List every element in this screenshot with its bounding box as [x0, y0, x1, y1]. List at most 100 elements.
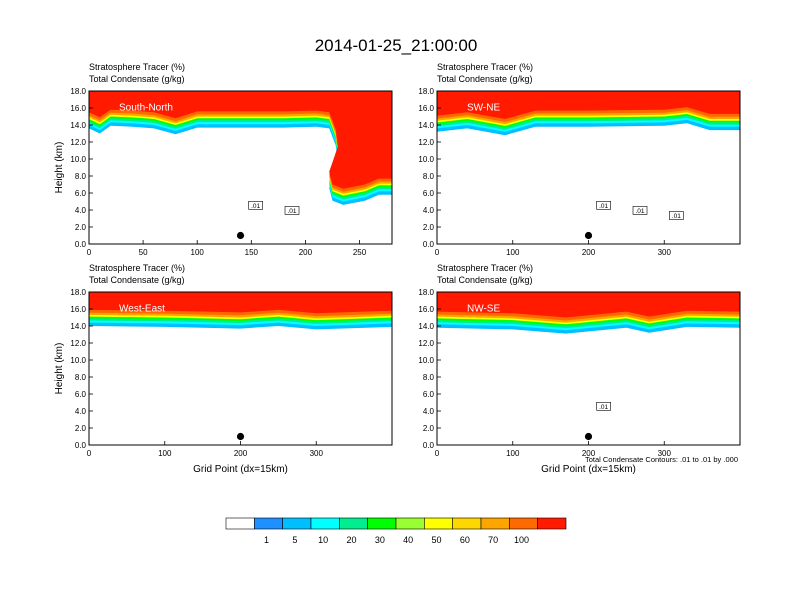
- x-tick-label: 200: [582, 248, 596, 257]
- colorbar-label: 20: [346, 535, 356, 545]
- panel-label: SW-NE: [467, 103, 500, 114]
- contour-label: .01: [672, 213, 681, 220]
- main-title: 2014-01-25_21:00:00: [315, 36, 478, 55]
- tracer-band: [89, 292, 392, 314]
- contour-label: .01: [599, 203, 608, 210]
- colorbar-label: 60: [460, 535, 470, 545]
- contour-label-box: [632, 206, 648, 215]
- y-tick-label: 4.0: [75, 206, 87, 215]
- y-axis-label: Height (km): [54, 142, 65, 194]
- y-tick-label: 14.0: [70, 121, 86, 130]
- panel-3: West-East Stratosphere Tracer (%) Total Co…: [54, 263, 393, 475]
- y-tick-label: 16.0: [70, 305, 86, 314]
- colorbar-swatch: [225, 517, 255, 530]
- colorbar-swatch: [339, 517, 368, 530]
- y-tick-label: 14.0: [70, 322, 86, 331]
- y-tick-label: 4.0: [423, 206, 435, 215]
- y-tick-label: 8.0: [75, 373, 87, 382]
- x-tick-label: 200: [299, 248, 313, 257]
- y-tick-label: 0.0: [75, 240, 87, 249]
- y-tick-label: 10.0: [418, 155, 434, 164]
- x-tick-label: 100: [191, 248, 205, 257]
- contour-label-box: [596, 201, 611, 210]
- colorbar-swatch: [537, 517, 567, 530]
- x-axis-label: Grid Point (dx=15km): [541, 464, 636, 475]
- colorbar-swatch: [509, 517, 538, 530]
- x-tick-label: 200: [234, 449, 248, 458]
- colorbar-label: 70: [488, 535, 498, 545]
- panel-label: South-North: [119, 103, 173, 114]
- tracer-band: [437, 91, 740, 119]
- location-marker: [584, 432, 593, 441]
- y-tick-label: 12.0: [418, 339, 434, 348]
- contour-label: .01: [635, 208, 644, 215]
- colorbar-swatch: [367, 517, 397, 530]
- y-axis-label: Height (km): [54, 343, 65, 395]
- y-tick-label: 6.0: [423, 189, 435, 198]
- colorbar-label: 10: [318, 535, 328, 545]
- y-tick-label: 6.0: [75, 390, 87, 399]
- x-tick-label: 200: [582, 449, 596, 458]
- y-tick-label: 4.0: [423, 407, 435, 416]
- location-marker: [236, 432, 245, 441]
- y-tick-label: 2.0: [423, 223, 435, 232]
- colorbar-label: 30: [375, 535, 385, 545]
- panel-label: West-East: [119, 304, 165, 315]
- plot-area: SW-NE .01 .01 .01: [437, 91, 740, 244]
- colorbar-label: 5: [292, 535, 297, 545]
- y-tick-label: 0.0: [423, 441, 435, 450]
- plot-area: South-North .01 .01: [89, 91, 392, 244]
- y-tick-label: 14.0: [418, 121, 434, 130]
- x-tick-label: 300: [658, 449, 672, 458]
- y-tick-label: 10.0: [418, 356, 434, 365]
- contour-label-box: [248, 201, 263, 210]
- tracer-band: [437, 292, 740, 318]
- x-tick-label: 0: [435, 248, 440, 257]
- y-tick-label: 6.0: [423, 390, 435, 399]
- location-marker: [236, 231, 245, 240]
- x-tick-label: 100: [158, 449, 172, 458]
- header-line-2: Total Condensate (g/kg): [437, 74, 533, 84]
- y-tick-label: 8.0: [423, 373, 435, 382]
- y-tick-label: 10.0: [70, 356, 86, 365]
- x-tick-label: 300: [310, 449, 324, 458]
- y-tick-label: 2.0: [423, 424, 435, 433]
- y-tick-label: 0.0: [75, 441, 87, 450]
- colorbar-swatch: [452, 517, 482, 530]
- contour-note: Total Condensate Contours: .01 to .01 by…: [585, 455, 738, 464]
- panel-2: SW-NE .01 .01 .01 Stratosphere Tracer (%) Tot…: [418, 62, 741, 257]
- y-tick-label: 16.0: [418, 104, 434, 113]
- panel-4: NW-SE .01 Stratosphere Tracer (%) Total Con…: [418, 263, 741, 475]
- x-tick-label: 0: [87, 248, 92, 257]
- x-tick-label: 100: [506, 449, 520, 458]
- colorbar-label: 1: [264, 535, 269, 545]
- y-tick-label: 4.0: [75, 407, 87, 416]
- y-tick-label: 16.0: [418, 305, 434, 314]
- header-line-2: Total Condensate (g/kg): [89, 275, 185, 285]
- colorbar-label: 40: [403, 535, 413, 545]
- colorbar-label: 100: [514, 535, 529, 545]
- y-tick-label: 8.0: [75, 172, 87, 181]
- contour-label: .01: [251, 203, 260, 210]
- x-tick-label: 0: [87, 449, 92, 458]
- y-tick-label: 6.0: [75, 189, 87, 198]
- header-line-1: Stratosphere Tracer (%): [437, 263, 533, 273]
- panel-1: South-North .01 .01 Stratosphere Tracer (%)…: [54, 62, 393, 257]
- contour-label-box: [669, 211, 684, 220]
- header-line-1: Stratosphere Tracer (%): [437, 62, 533, 72]
- y-tick-label: 2.0: [75, 223, 87, 232]
- x-tick-label: 150: [245, 248, 259, 257]
- colorbar-swatch: [310, 517, 340, 530]
- plot-area: NW-SE .01: [437, 292, 740, 445]
- y-tick-label: 18.0: [70, 87, 86, 96]
- y-tick-label: 16.0: [70, 104, 86, 113]
- tracer-band: [89, 91, 392, 192]
- header-line-2: Total Condensate (g/kg): [437, 275, 533, 285]
- header-line-2: Total Condensate (g/kg): [89, 74, 185, 84]
- y-tick-label: 10.0: [70, 155, 86, 164]
- y-tick-label: 18.0: [418, 288, 434, 297]
- contour-label: .01: [287, 208, 296, 215]
- x-tick-label: 250: [353, 248, 367, 257]
- y-tick-label: 12.0: [70, 339, 86, 348]
